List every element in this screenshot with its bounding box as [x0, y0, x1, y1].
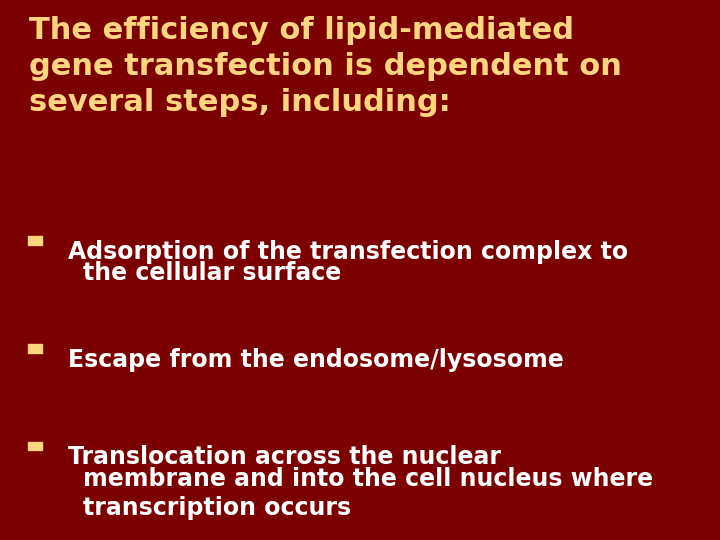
- FancyBboxPatch shape: [27, 442, 42, 450]
- Text: membrane and into the cell nucleus where
transcription occurs: membrane and into the cell nucleus where…: [83, 467, 653, 520]
- FancyBboxPatch shape: [27, 345, 42, 353]
- Text: the cellular surface: the cellular surface: [83, 261, 341, 285]
- FancyBboxPatch shape: [27, 237, 42, 245]
- Text: The efficiency of lipid-mediated
gene transfection is dependent on
several steps: The efficiency of lipid-mediated gene tr…: [29, 16, 621, 117]
- Text: Adsorption of the transfection complex to: Adsorption of the transfection complex t…: [68, 240, 629, 264]
- Text: Translocation across the nuclear: Translocation across the nuclear: [68, 446, 501, 469]
- Text: Escape from the endosome/lysosome: Escape from the endosome/lysosome: [68, 348, 564, 372]
